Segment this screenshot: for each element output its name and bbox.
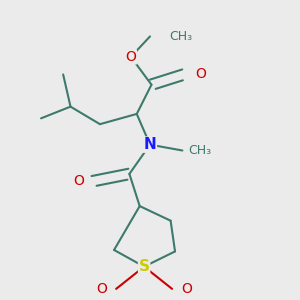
Text: O: O (125, 50, 136, 64)
Text: N: N (144, 137, 156, 152)
Text: CH₃: CH₃ (169, 30, 192, 43)
Text: O: O (96, 282, 107, 296)
Text: O: O (196, 68, 206, 81)
Text: CH₃: CH₃ (188, 144, 212, 157)
Text: O: O (73, 174, 84, 188)
Text: O: O (181, 282, 192, 296)
Text: S: S (139, 259, 150, 274)
